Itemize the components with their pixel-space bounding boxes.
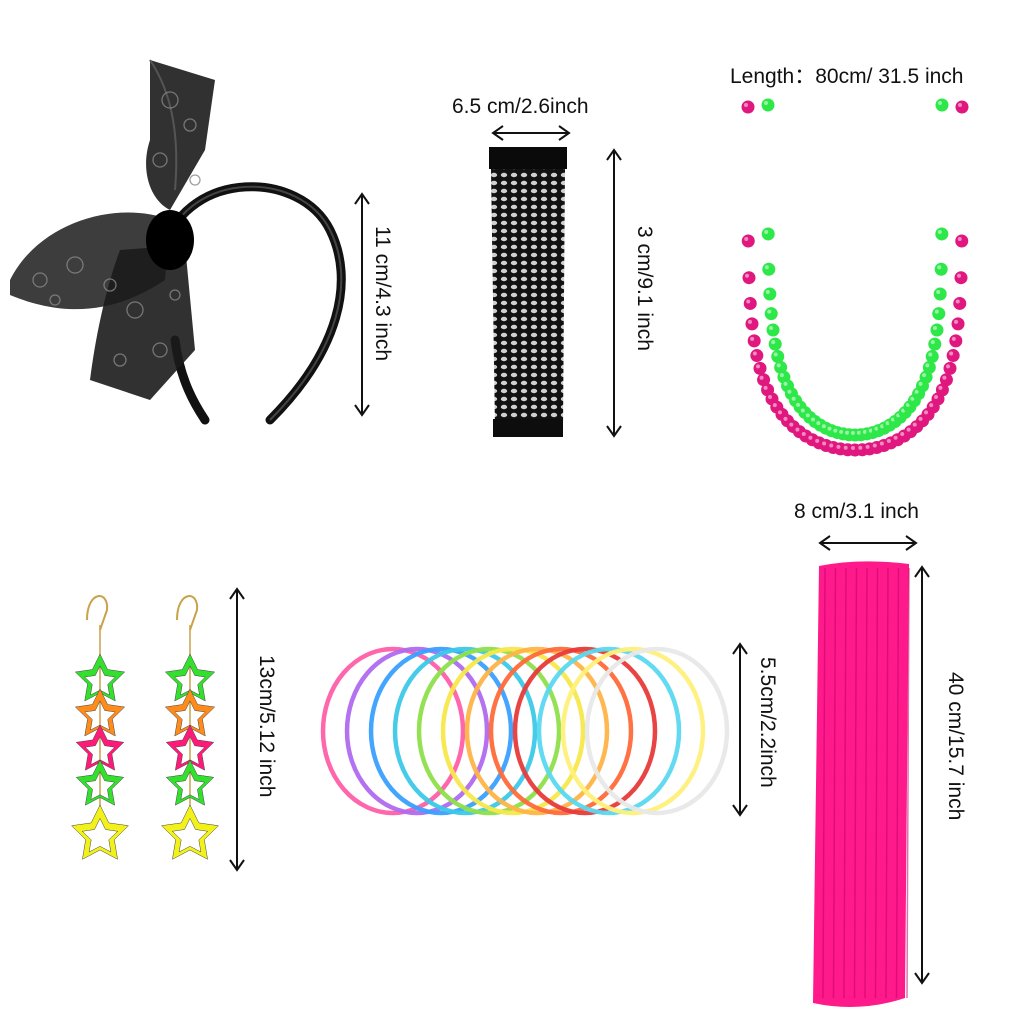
leg-warmer-height-label: 40 cm/15.7 inch (944, 672, 967, 821)
star-earrings-image (70, 595, 220, 860)
necklace-length-label: Length：80cm/ 31.5 inch (730, 65, 964, 88)
gloves-height-label: 3 cm/9.1 inch (633, 226, 656, 351)
gloves-width-arrow (491, 125, 571, 141)
headband-height-arrow (354, 192, 370, 417)
earrings-height-arrow (229, 587, 245, 872)
leg-warmer-width-arrow (818, 535, 918, 551)
headband-dimension-label: 11 cm/4.3 inch (371, 226, 394, 362)
bracelets-dimension-label: 5.5cm/2.2inch (756, 657, 779, 788)
gloves-height-arrow (606, 148, 622, 438)
leg-warmer-width-label: 8 cm/3.1 inch (794, 500, 919, 523)
earrings-dimension-label: 13cm/5.12 inch (255, 655, 278, 798)
fishnet-glove-image (489, 147, 567, 437)
bead-necklace-image (741, 98, 969, 457)
gloves-width-label: 6.5 cm/2.6inch (452, 95, 589, 118)
lace-bow-headband-image (10, 59, 346, 425)
leg-warmer-height-arrow (914, 565, 930, 985)
jelly-bracelets-image (320, 646, 730, 816)
leg-warmer-image (813, 561, 910, 1007)
bracelets-height-arrow (732, 642, 748, 817)
